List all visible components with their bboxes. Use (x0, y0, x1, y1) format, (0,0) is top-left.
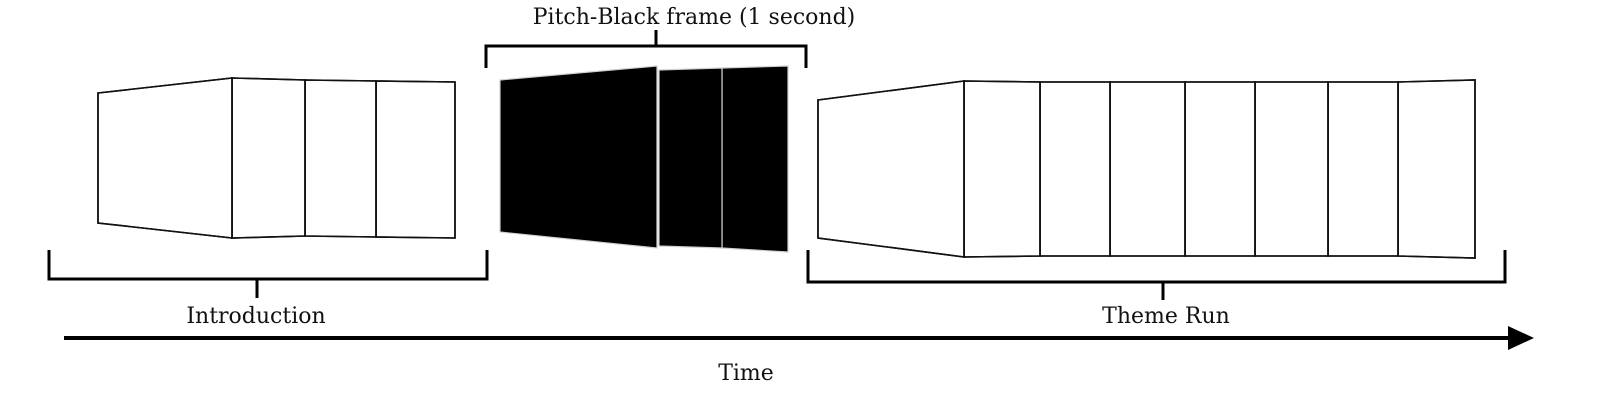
black-frame-1 (499, 65, 658, 249)
pitch-black-frames (499, 65, 789, 253)
intro-frame-3 (304, 79, 377, 238)
black-frame-3 (721, 65, 789, 253)
black-frame-2 (658, 67, 723, 249)
introduction-label: Introduction (186, 304, 325, 329)
theme-run-frames (817, 79, 1476, 259)
theme-frame-1 (817, 80, 965, 258)
theme-frame-8 (1397, 79, 1476, 259)
pitch-black-label: Pitch-Black frame (1 second) (533, 5, 856, 30)
theme-frame-7 (1327, 81, 1399, 257)
intro-frame-4 (375, 80, 456, 239)
theme-frame-3 (1039, 81, 1111, 257)
theme-frame-6 (1254, 81, 1329, 257)
theme-frame-5 (1184, 81, 1256, 257)
intro-frame-2 (231, 77, 306, 239)
time-label: Time (718, 361, 774, 386)
introduction-frames (97, 77, 456, 239)
theme-run-label: Theme Run (1102, 304, 1230, 329)
intro-frame-1 (97, 77, 233, 239)
theme-run-bracket (806, 250, 1507, 300)
introduction-bracket (47, 250, 489, 298)
pitch-black-bracket (484, 30, 808, 68)
time-arrow (64, 326, 1534, 350)
theme-frame-4 (1109, 81, 1186, 257)
theme-frame-2 (963, 80, 1041, 258)
